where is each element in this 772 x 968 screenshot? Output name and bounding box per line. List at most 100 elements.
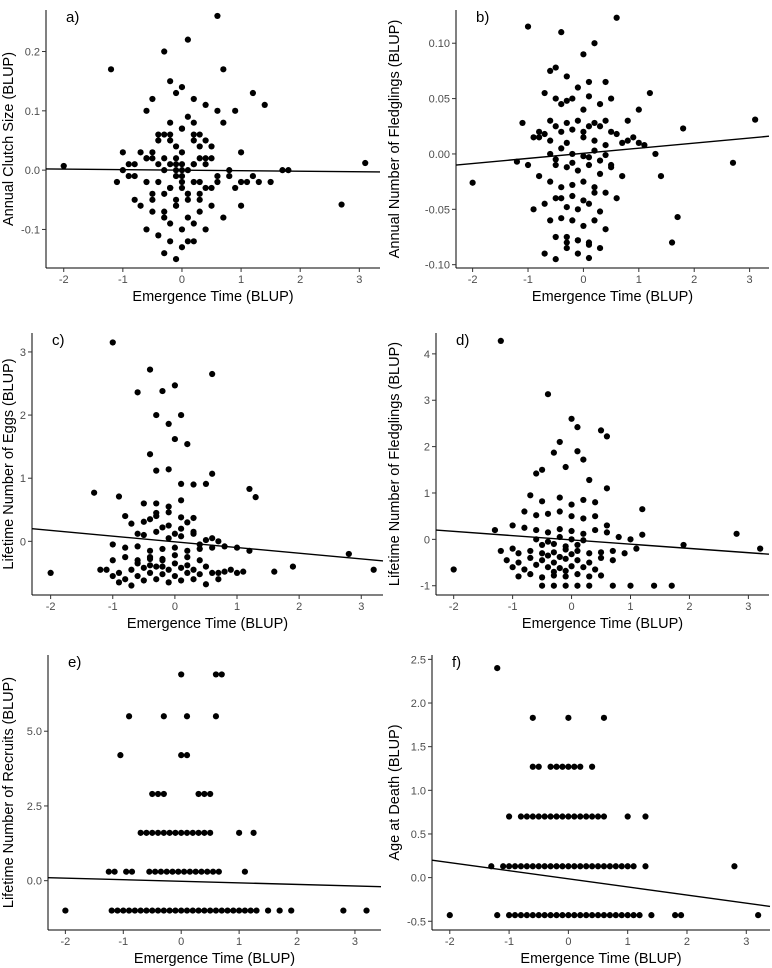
data-point (558, 195, 565, 202)
data-point (553, 912, 560, 919)
data-point (196, 545, 203, 553)
data-point (109, 541, 116, 548)
data-point (563, 97, 570, 104)
data-point (149, 829, 156, 836)
data-point (202, 536, 210, 544)
data-point (171, 544, 178, 551)
data-point (184, 554, 191, 561)
data-point (143, 178, 150, 186)
data-point (580, 222, 587, 230)
data-point (215, 569, 222, 577)
data-point (523, 863, 530, 870)
data-point (154, 829, 162, 836)
y-tick-label: 1 (424, 488, 430, 500)
data-point (146, 451, 154, 458)
data-point (577, 863, 584, 870)
data-point (196, 208, 203, 215)
data-point (558, 184, 565, 191)
data-point (184, 569, 191, 577)
data-point (603, 529, 611, 536)
data-point (190, 530, 197, 537)
data-point (547, 763, 554, 770)
data-point (178, 244, 186, 251)
data-point (509, 522, 516, 529)
data-point (249, 172, 257, 180)
scatter-plot-c: -2 -1 0 1 2 3 0 1 2 3 c) Emergence Time (BLUP) Lifet… (1, 332, 384, 632)
data-point (172, 161, 180, 168)
data-point (550, 449, 557, 456)
data-point (565, 813, 572, 820)
data-point (602, 117, 609, 124)
data-point (161, 131, 168, 138)
data-point (165, 522, 172, 529)
data-point (618, 912, 625, 919)
data-point (571, 863, 578, 870)
data-point (494, 664, 501, 672)
data-point (608, 95, 615, 102)
panel-label: d) (456, 332, 469, 349)
data-point (128, 566, 135, 573)
data-point (224, 907, 231, 914)
data-point (733, 530, 740, 537)
data-point (166, 907, 173, 914)
data-point (167, 78, 174, 85)
y-tick-label: 0.0 (27, 876, 42, 888)
data-point (600, 912, 608, 919)
data-point (592, 513, 599, 520)
panel-f: -2 -1 0 1 2 3 -0.5 0.0 0.5 1.0 1.5 2.0 2.5 f) Emergenc… (386, 645, 772, 968)
y-tick-label: 0.0 (411, 873, 426, 885)
y-tick-label: 0.00 (429, 149, 450, 161)
data-point (122, 576, 129, 583)
data-point (585, 200, 593, 207)
data-point (196, 155, 203, 162)
data-point (596, 123, 604, 130)
data-point (208, 184, 215, 192)
data-point (535, 813, 542, 820)
data-point (159, 524, 166, 531)
x-axis-title: Emergence Time (BLUP) (520, 951, 681, 967)
data-point (202, 581, 210, 588)
data-point (624, 912, 631, 919)
x-tick-label: 0 (172, 601, 178, 613)
data-point (755, 912, 762, 919)
data-point (209, 868, 217, 875)
data-point (155, 178, 162, 186)
data-point (167, 161, 174, 168)
panel-label: e) (68, 654, 81, 671)
data-point (114, 907, 121, 914)
data-point (184, 190, 191, 197)
data-point (160, 713, 167, 720)
data-point (215, 576, 222, 583)
data-point (592, 526, 599, 534)
data-point (153, 528, 160, 535)
y-axis-title: Age at Death (BLUP) (387, 724, 403, 860)
data-point (143, 829, 150, 836)
data-point (624, 117, 631, 124)
data-point (209, 470, 216, 477)
data-point (215, 868, 222, 875)
data-point (227, 566, 234, 573)
data-point (155, 131, 162, 138)
data-point (619, 172, 626, 180)
x-tick-label: 0 (178, 936, 184, 948)
data-point (646, 89, 653, 97)
data-point (600, 813, 608, 820)
data-point (515, 573, 522, 580)
data-point (589, 863, 596, 870)
data-point (165, 466, 172, 473)
data-point (652, 150, 659, 158)
data-point (209, 544, 216, 551)
data-point (140, 531, 147, 539)
data-point (178, 184, 186, 192)
data-point (552, 195, 559, 202)
data-point (558, 145, 565, 152)
data-point (521, 524, 528, 531)
data-point (500, 863, 507, 870)
data-point (123, 868, 130, 875)
data-point (529, 714, 536, 721)
panel-label: a) (66, 9, 79, 26)
y-tick-label: 0.5 (411, 829, 426, 841)
data-point (568, 513, 575, 520)
data-point (563, 119, 570, 127)
data-point (571, 763, 578, 770)
